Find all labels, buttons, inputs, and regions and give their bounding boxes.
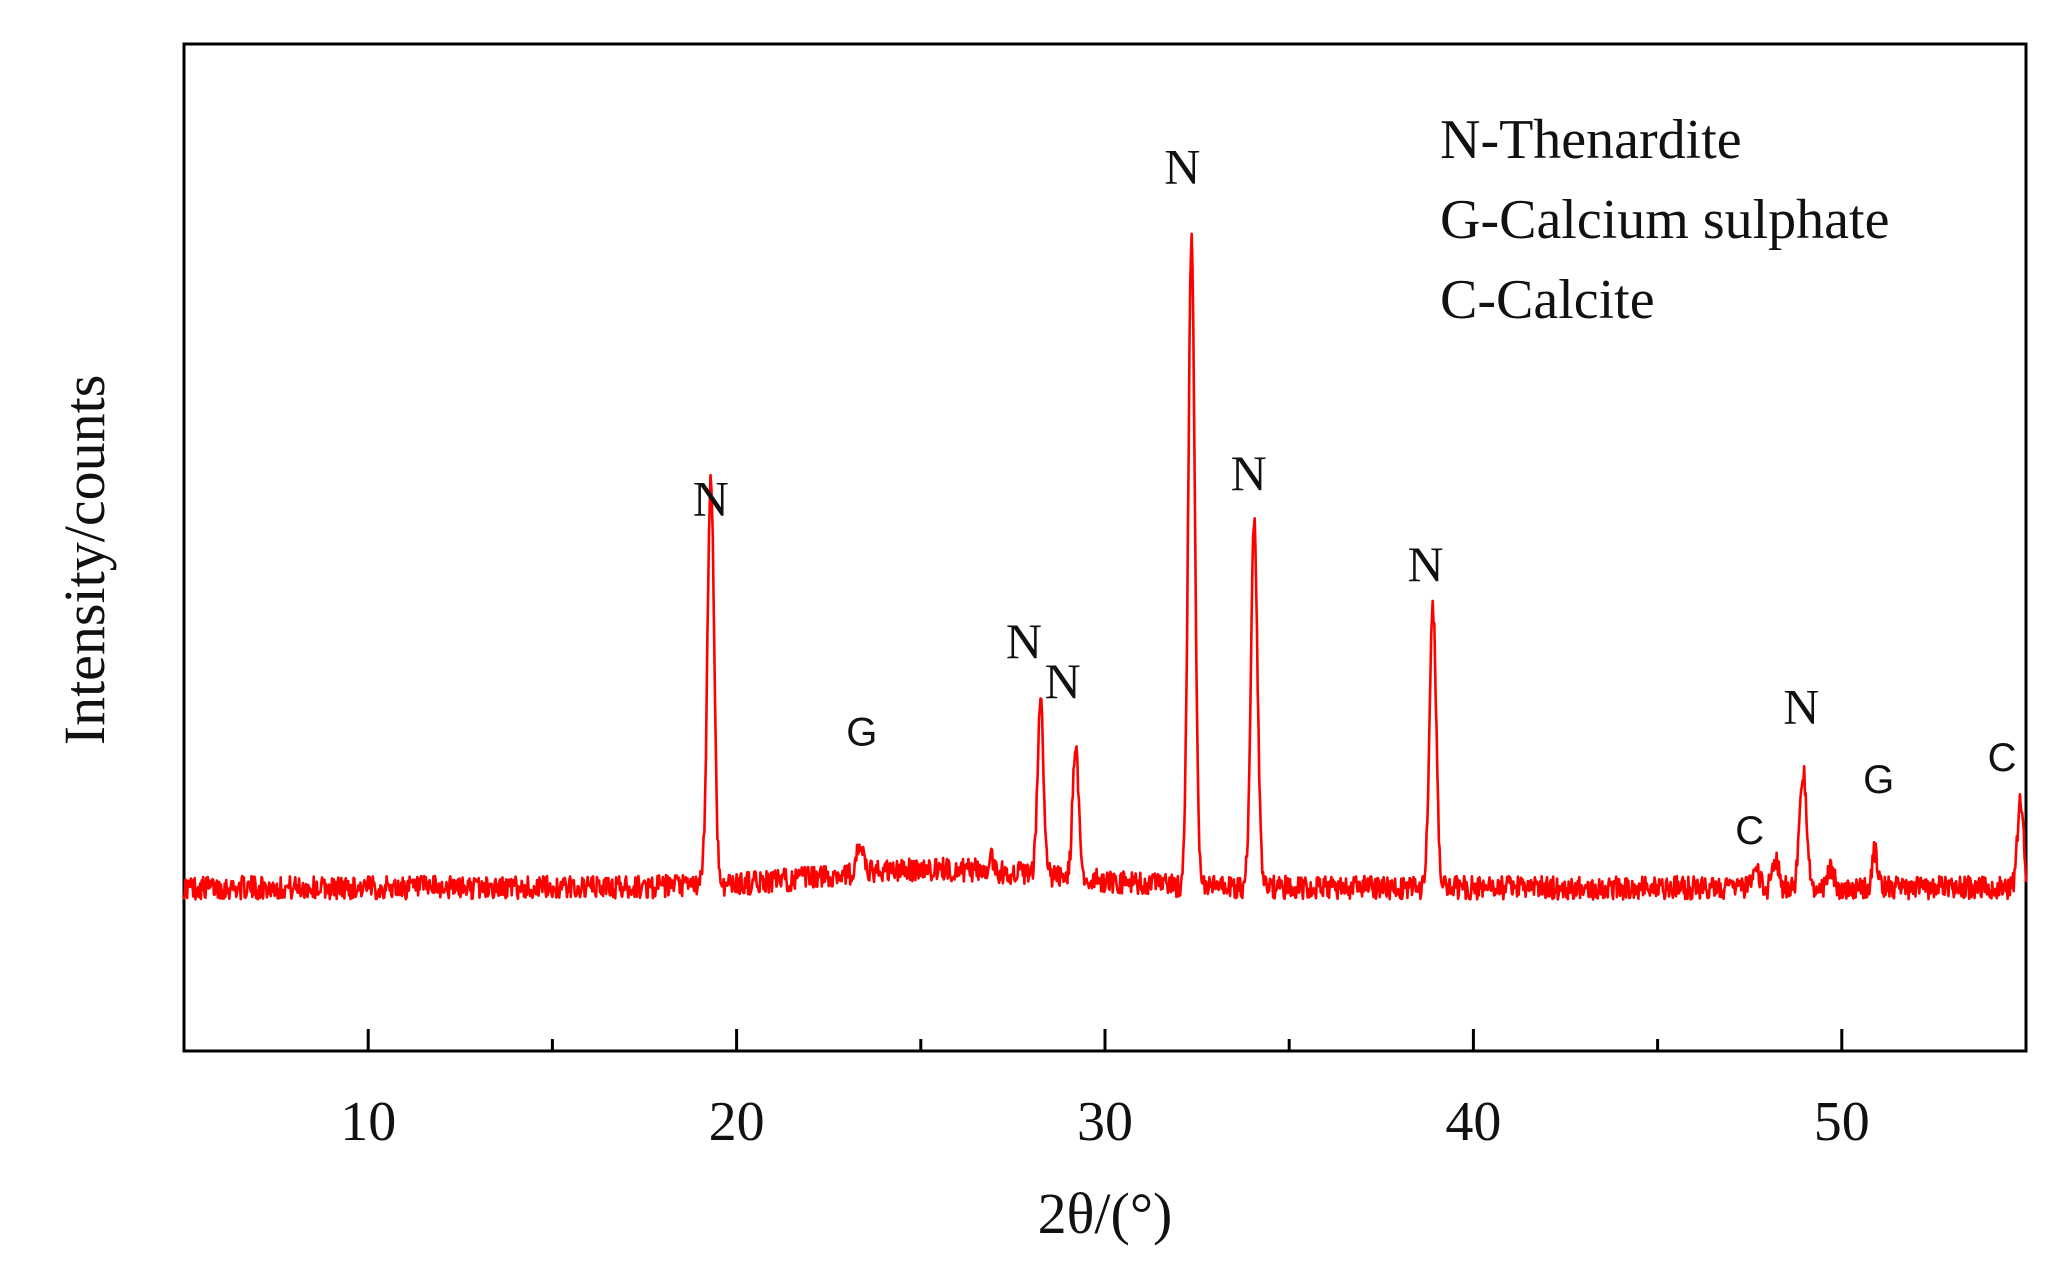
- y-axis-title: Intensity/counts: [52, 375, 117, 746]
- legend-entry-calcium-sulphate: G-Calcium sulphate: [1440, 189, 1889, 251]
- peak-label: G: [846, 710, 877, 754]
- legend-entry-thenardite: N-Thenardite: [1440, 109, 1742, 171]
- peak-label: C: [1988, 736, 2017, 780]
- peak-label: N: [1407, 536, 1443, 592]
- peak-label: N: [1231, 445, 1267, 501]
- x-tick-label: 40: [1445, 1091, 1501, 1153]
- series-line: [182, 232, 2028, 901]
- peak-label: N: [1006, 613, 1042, 669]
- peak-label: N: [693, 470, 729, 526]
- x-axis-tick-labels: 10 20 30 40 50: [340, 1091, 1870, 1153]
- x-tick-label: 10: [340, 1091, 396, 1153]
- x-axis-title: 2θ/(°): [1038, 1181, 1173, 1246]
- x-tick-label: 30: [1077, 1091, 1133, 1153]
- legend-entry-calcite: C-Calcite: [1440, 269, 1655, 331]
- peak-label: N: [1045, 653, 1081, 709]
- x-axis-ticks: [182, 1029, 1844, 1051]
- peak-label: C: [1735, 809, 1764, 853]
- peak-label: N: [1783, 678, 1819, 734]
- peak-label: N: [1164, 138, 1200, 194]
- x-tick-label: 20: [709, 1091, 765, 1153]
- peak-label: G: [1863, 758, 1894, 802]
- x-tick-label: 50: [1814, 1091, 1870, 1153]
- legend: N-Thenardite G-Calcium sulphate C-Calcit…: [1440, 109, 1889, 331]
